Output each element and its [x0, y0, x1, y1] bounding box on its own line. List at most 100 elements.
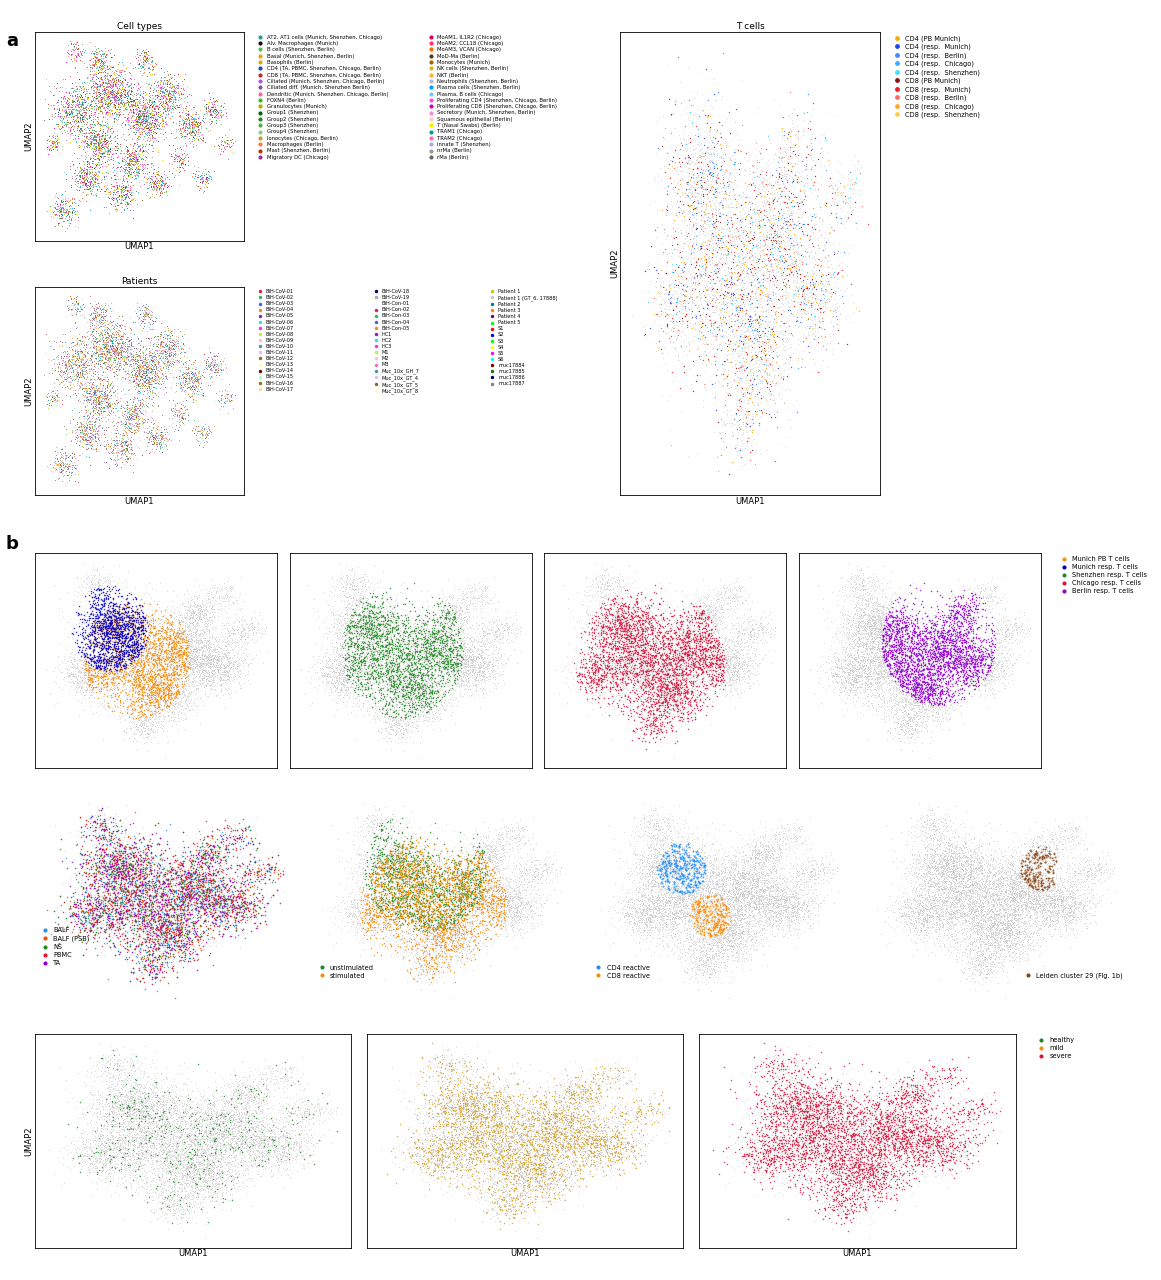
Point — [459, 602, 477, 622]
Point — [469, 842, 488, 863]
Point — [210, 826, 229, 846]
Point — [404, 852, 423, 873]
Point — [211, 1148, 230, 1169]
Point — [138, 667, 157, 687]
Point — [695, 639, 714, 659]
Point — [153, 876, 172, 896]
Point — [146, 599, 165, 620]
Point — [195, 873, 214, 893]
Point — [947, 613, 966, 634]
Point — [428, 1091, 447, 1111]
Point — [202, 104, 221, 124]
Point — [412, 1149, 431, 1170]
Point — [831, 1143, 850, 1164]
Point — [75, 620, 94, 640]
Point — [750, 861, 769, 882]
Point — [459, 922, 477, 942]
Point — [623, 631, 642, 652]
Point — [686, 660, 705, 681]
Point — [896, 1162, 915, 1183]
Point — [806, 1138, 824, 1158]
Point — [212, 613, 231, 634]
Point — [904, 1121, 923, 1142]
Point — [679, 669, 698, 690]
Point — [63, 905, 81, 925]
Point — [391, 881, 410, 901]
Point — [442, 1114, 461, 1134]
Point — [675, 698, 693, 718]
Point — [237, 1100, 255, 1120]
Point — [185, 655, 203, 676]
Point — [66, 193, 85, 214]
Point — [232, 1102, 251, 1123]
Point — [960, 938, 979, 959]
Point — [642, 849, 661, 869]
Point — [687, 695, 706, 716]
Point — [359, 635, 377, 655]
Point — [111, 92, 130, 113]
Point — [486, 847, 505, 868]
Point — [405, 870, 424, 891]
Point — [705, 675, 723, 695]
Point — [856, 1194, 874, 1215]
Point — [295, 1102, 313, 1123]
Point — [1022, 847, 1040, 868]
Point — [673, 649, 692, 669]
Point — [497, 1139, 515, 1160]
Point — [101, 632, 120, 653]
Point — [167, 662, 186, 682]
Point — [492, 1105, 511, 1125]
Point — [1055, 911, 1074, 932]
Point — [1041, 849, 1060, 869]
Point — [533, 1111, 551, 1132]
Point — [432, 956, 450, 977]
Point — [705, 914, 723, 934]
Point — [408, 657, 426, 677]
Point — [733, 280, 751, 301]
Point — [225, 911, 244, 932]
Point — [471, 1129, 490, 1149]
Point — [165, 1144, 183, 1165]
Point — [750, 271, 769, 292]
Point — [895, 671, 914, 691]
Point — [152, 925, 171, 946]
Point — [647, 305, 665, 325]
Point — [183, 607, 202, 627]
Point — [130, 676, 149, 696]
Point — [655, 699, 673, 719]
Point — [647, 799, 665, 819]
Point — [894, 1115, 913, 1135]
Point — [795, 1142, 814, 1162]
Point — [469, 1140, 488, 1161]
Point — [498, 1116, 517, 1137]
Point — [909, 792, 928, 813]
Point — [706, 884, 724, 905]
Point — [211, 102, 230, 123]
Point — [989, 886, 1008, 906]
Point — [823, 1140, 842, 1161]
Point — [673, 275, 692, 296]
Point — [954, 600, 973, 621]
Point — [1074, 884, 1093, 905]
Point — [485, 1192, 504, 1212]
Point — [439, 676, 457, 696]
Point — [655, 696, 673, 717]
Point — [908, 849, 926, 869]
Point — [962, 832, 981, 852]
Point — [204, 659, 223, 680]
Point — [344, 887, 362, 908]
Point — [734, 325, 752, 346]
Point — [988, 863, 1007, 883]
Point — [596, 614, 614, 635]
Point — [131, 1134, 150, 1155]
Point — [401, 855, 419, 876]
Point — [1004, 869, 1023, 890]
Point — [750, 872, 769, 892]
Point — [77, 174, 95, 195]
Point — [160, 614, 179, 635]
Point — [576, 1071, 594, 1092]
Point — [171, 613, 189, 634]
Point — [102, 916, 121, 937]
Point — [907, 910, 925, 931]
Point — [98, 911, 116, 932]
